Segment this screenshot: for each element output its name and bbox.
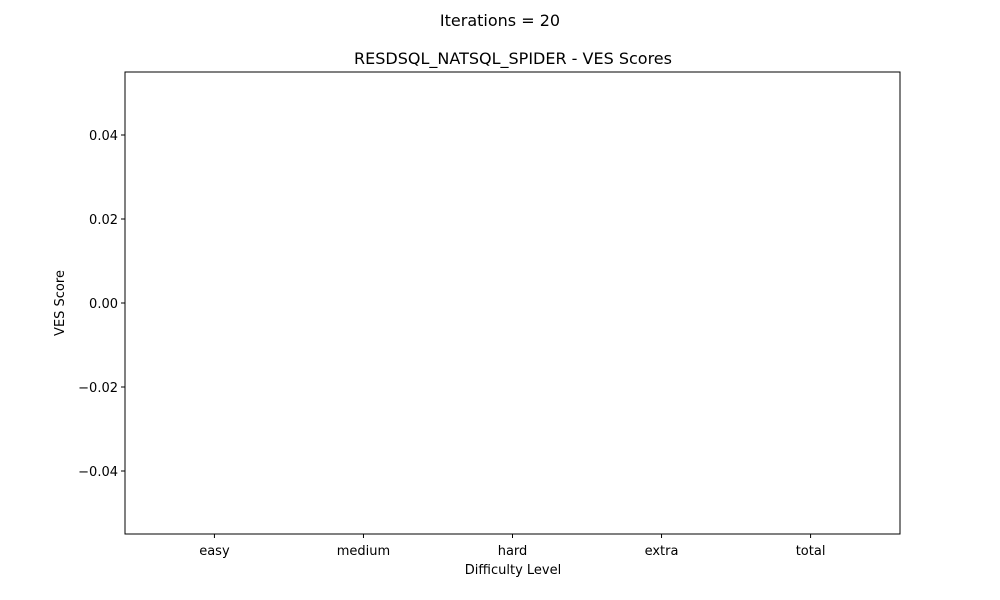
x-tick-label-hard: hard bbox=[498, 544, 528, 559]
x-axis-label: Difficulty Level bbox=[465, 563, 561, 578]
y-axis: 0.04 0.02 0.00 −0.02 −0.04 bbox=[78, 129, 125, 480]
y-tick-label: 0.04 bbox=[89, 129, 118, 144]
x-tick-label-easy: easy bbox=[199, 544, 230, 559]
x-tick-label-total: total bbox=[796, 544, 826, 559]
y-axis-label: VES Score bbox=[53, 270, 68, 336]
x-tick-label-extra: extra bbox=[645, 544, 679, 559]
x-axis: easy medium hard extra total bbox=[199, 534, 825, 559]
chart-title: RESDSQL_NATSQL_SPIDER - VES Scores bbox=[354, 49, 672, 69]
y-tick-label: −0.04 bbox=[78, 465, 118, 480]
y-tick-label: −0.02 bbox=[78, 381, 118, 396]
y-tick-label: 0.00 bbox=[89, 297, 118, 312]
y-tick-label: 0.02 bbox=[89, 213, 118, 228]
x-tick-label-medium: medium bbox=[337, 544, 390, 559]
figure-suptitle: Iterations = 20 bbox=[440, 11, 560, 30]
plot-area bbox=[124, 71, 901, 535]
